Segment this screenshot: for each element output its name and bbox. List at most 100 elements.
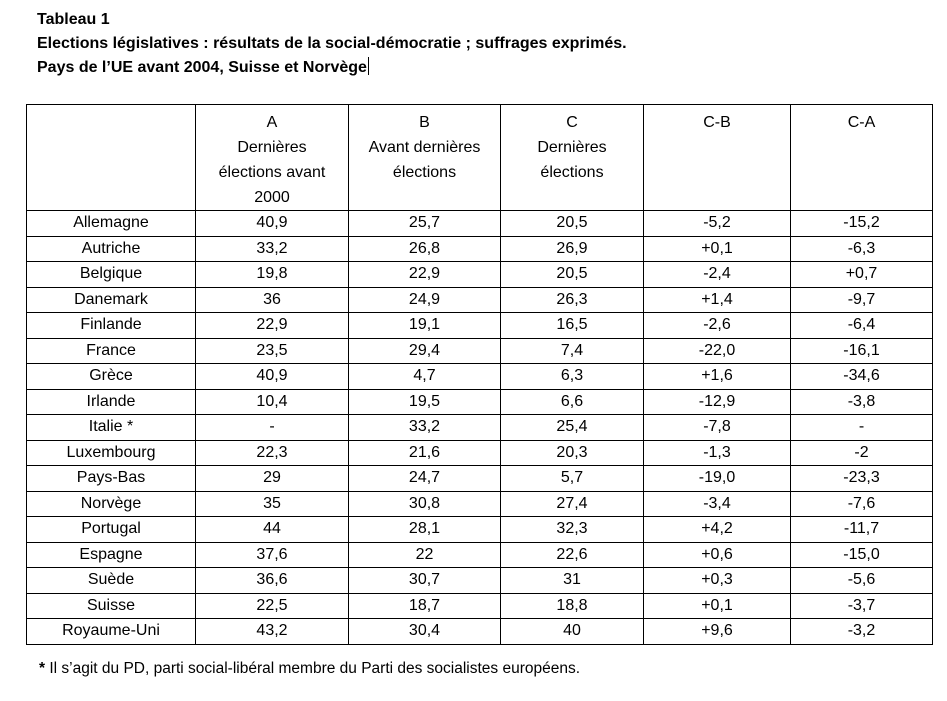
- value-cell: 33,2: [195, 235, 349, 262]
- value-cell: 30,4: [348, 618, 501, 645]
- value-cell: 6,3: [500, 363, 644, 390]
- value-cell: 20,5: [500, 261, 644, 288]
- table-row: Grèce 40,9 4,7 6,3 +1,6 -34,6: [26, 363, 933, 390]
- header-cell-c-minus-b: C-B: [643, 104, 791, 211]
- value-cell: 27,4: [500, 490, 644, 517]
- value-cell: -12,9: [643, 388, 791, 415]
- value-cell: -2,4: [643, 261, 791, 288]
- title-line-3-text: Pays de l’UE avant 2004, Suisse et Norvè…: [37, 59, 367, 76]
- value-cell: 32,3: [500, 516, 644, 543]
- value-cell: +0,1: [643, 235, 791, 262]
- table-header: A Dernières élections avant 2000 B Avant…: [26, 104, 933, 211]
- value-cell: -7,8: [643, 414, 791, 441]
- country-cell: Finlande: [26, 312, 196, 339]
- value-cell: 22,9: [348, 261, 501, 288]
- value-cell: +9,6: [643, 618, 791, 645]
- value-cell: -6,3: [790, 235, 933, 262]
- table-row: Suède 36,6 30,7 31 +0,3 -5,6: [26, 567, 933, 594]
- table-row: France 23,5 29,4 7,4 -22,0 -16,1: [26, 337, 933, 364]
- country-cell: Norvège: [26, 490, 196, 517]
- footnote-text: Il s’agit du PD, parti social-libéral me…: [49, 660, 581, 677]
- value-cell: 30,8: [348, 490, 501, 517]
- table-row: Espagne 37,6 22 22,6 +0,6 -15,0: [26, 541, 933, 568]
- document-title-block: Tableau 1 Elections législatives : résul…: [37, 8, 627, 80]
- value-cell: -3,7: [790, 592, 933, 619]
- value-cell: -5,6: [790, 567, 933, 594]
- table-row: Irlande 10,4 19,5 6,6 -12,9 -3,8: [26, 388, 933, 415]
- value-cell: 23,5: [195, 337, 349, 364]
- value-cell: -11,7: [790, 516, 933, 543]
- country-cell: Suisse: [26, 592, 196, 619]
- table-row: Suisse 22,5 18,7 18,8 +0,1 -3,7: [26, 592, 933, 619]
- value-cell: +1,4: [643, 286, 791, 313]
- country-cell: Irlande: [26, 388, 196, 415]
- value-cell: 44: [195, 516, 349, 543]
- value-cell: 28,1: [348, 516, 501, 543]
- value-cell: 6,6: [500, 388, 644, 415]
- value-cell: -3,8: [790, 388, 933, 415]
- value-cell: 26,8: [348, 235, 501, 262]
- value-cell: 22,5: [195, 592, 349, 619]
- value-cell: 7,4: [500, 337, 644, 364]
- value-cell: -19,0: [643, 465, 791, 492]
- value-cell: -34,6: [790, 363, 933, 390]
- value-cell: 19,1: [348, 312, 501, 339]
- table-row: Royaume-Uni 43,2 30,4 40 +9,6 -3,2: [26, 618, 933, 645]
- value-cell: 36,6: [195, 567, 349, 594]
- value-cell: 19,8: [195, 261, 349, 288]
- value-cell: -23,3: [790, 465, 933, 492]
- value-cell: 40,9: [195, 210, 349, 237]
- country-cell: Royaume-Uni: [26, 618, 196, 645]
- value-cell: -3,4: [643, 490, 791, 517]
- value-cell: +0,6: [643, 541, 791, 568]
- value-cell: 29,4: [348, 337, 501, 364]
- value-cell: 30,7: [348, 567, 501, 594]
- value-cell: 36: [195, 286, 349, 313]
- country-cell: Danemark: [26, 286, 196, 313]
- value-cell: -7,6: [790, 490, 933, 517]
- country-cell: Belgique: [26, 261, 196, 288]
- value-cell: -1,3: [643, 439, 791, 466]
- header-cell-a: A Dernières élections avant 2000: [195, 104, 349, 211]
- footnote-asterisk: *: [39, 660, 46, 677]
- value-cell: -5,2: [643, 210, 791, 237]
- value-cell: 25,4: [500, 414, 644, 441]
- value-cell: -2: [790, 439, 933, 466]
- footnote: * Il s’agit du PD, parti social-libéral …: [39, 660, 580, 678]
- value-cell: -2,6: [643, 312, 791, 339]
- table-row: Allemagne 40,9 25,7 20,5 -5,2 -15,2: [26, 210, 933, 237]
- title-line-2: Elections législatives : résultats de la…: [37, 32, 627, 56]
- value-cell: +0,3: [643, 567, 791, 594]
- value-cell: -22,0: [643, 337, 791, 364]
- value-cell: 10,4: [195, 388, 349, 415]
- country-cell: Grèce: [26, 363, 196, 390]
- table-row: Finlande 22,9 19,1 16,5 -2,6 -6,4: [26, 312, 933, 339]
- table-row: Italie * -33,2 25,4 -7,8-: [26, 414, 933, 441]
- value-cell: 19,5: [348, 388, 501, 415]
- country-cell: Suède: [26, 567, 196, 594]
- value-cell: 26,9: [500, 235, 644, 262]
- title-line-2-text: Elections législatives : résultats de la…: [37, 35, 627, 52]
- value-cell: 25,7: [348, 210, 501, 237]
- value-cell: 22,9: [195, 312, 349, 339]
- title-line-1: Tableau 1: [37, 8, 627, 32]
- value-cell: 18,8: [500, 592, 644, 619]
- value-cell: +0,7: [790, 261, 933, 288]
- value-cell: -9,7: [790, 286, 933, 313]
- title-line-3: Pays de l’UE avant 2004, Suisse et Norvè…: [37, 56, 627, 80]
- title-line-1-text: Tableau 1: [37, 11, 110, 28]
- table-row: Autriche 33,2 26,8 26,9 +0,1 -6,3: [26, 235, 933, 262]
- value-cell: 18,7: [348, 592, 501, 619]
- value-cell: 40,9: [195, 363, 349, 390]
- value-cell: 24,7: [348, 465, 501, 492]
- value-cell: 43,2: [195, 618, 349, 645]
- table-row: Belgique 19,8 22,9 20,5 -2,4 +0,7: [26, 261, 933, 288]
- value-cell: -: [790, 414, 933, 441]
- value-cell: 4,7: [348, 363, 501, 390]
- text-cursor: [367, 57, 370, 75]
- value-cell: +4,2: [643, 516, 791, 543]
- table-row: Pays-Bas 29 24,7 5,7 -19,0 -23,3: [26, 465, 933, 492]
- value-cell: 40: [500, 618, 644, 645]
- header-cell-c: C Dernières élections: [500, 104, 644, 211]
